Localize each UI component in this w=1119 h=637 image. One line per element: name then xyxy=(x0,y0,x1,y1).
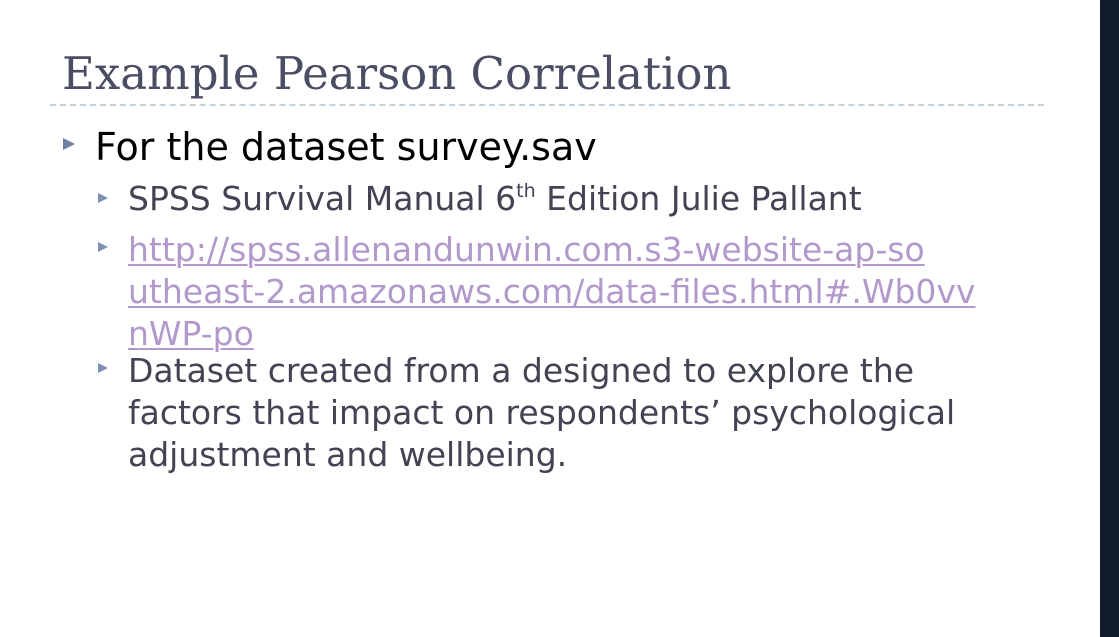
sub-bullet-arrow-icon xyxy=(98,242,108,252)
sub-bullet-arrow-icon xyxy=(98,193,108,203)
slide-right-edge-bar xyxy=(1100,0,1119,637)
sub-bullet-description: Dataset created from a designed to explo… xyxy=(128,351,956,474)
link-line-1[interactable]: http://spss.allenandunwin.com.s3-website… xyxy=(128,230,925,269)
slide-title: Example Pearson Correlation xyxy=(62,47,732,100)
manual-author: Edition Julie Pallant xyxy=(535,179,862,218)
link-line-3[interactable]: nWP-po xyxy=(128,314,254,353)
title-divider xyxy=(50,104,1044,106)
sub-bullet-link: http://spss.allenandunwin.com.s3-website… xyxy=(128,229,1038,355)
manual-title: SPSS Survival Manual 6 xyxy=(128,179,517,218)
manual-edition-superscript: th xyxy=(516,180,536,202)
link-line-2[interactable]: utheast-2.amazonaws.com/data-files.html#… xyxy=(128,272,976,311)
bullet-arrow-icon xyxy=(63,138,75,150)
bullet-dataset: For the dataset survey.sav xyxy=(95,125,597,169)
sub-bullet-manual: SPSS Survival Manual 6th Edition Julie P… xyxy=(128,178,1038,220)
data-files-link[interactable]: http://spss.allenandunwin.com.s3-website… xyxy=(128,229,1038,355)
sub-bullet-arrow-icon xyxy=(98,363,108,373)
